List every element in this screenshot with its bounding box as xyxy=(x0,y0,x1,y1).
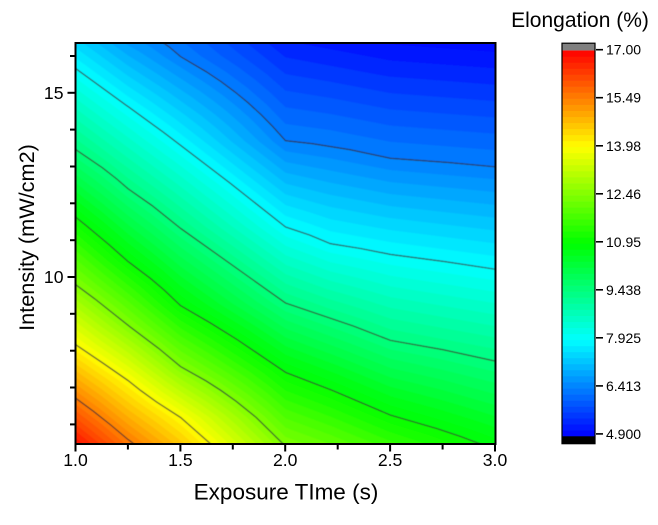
svg-text:15: 15 xyxy=(44,83,64,103)
svg-text:3.0: 3.0 xyxy=(483,450,508,470)
svg-text:Exposure TIme (s): Exposure TIme (s) xyxy=(194,480,379,505)
svg-text:Intensity (mW/cm2): Intensity (mW/cm2) xyxy=(14,144,39,331)
svg-text:10.95: 10.95 xyxy=(606,234,641,250)
svg-text:2.5: 2.5 xyxy=(378,450,403,470)
svg-text:1.5: 1.5 xyxy=(168,450,193,470)
svg-text:1.0: 1.0 xyxy=(63,450,88,470)
svg-text:10: 10 xyxy=(44,267,64,287)
svg-text:2.0: 2.0 xyxy=(273,450,298,470)
svg-text:17.00: 17.00 xyxy=(606,42,641,58)
svg-text:6.413: 6.413 xyxy=(606,378,641,394)
svg-text:12.46: 12.46 xyxy=(606,186,641,202)
svg-text:15.49: 15.49 xyxy=(606,90,641,106)
svg-text:13.98: 13.98 xyxy=(606,138,641,154)
svg-text:4.900: 4.900 xyxy=(606,426,641,442)
svg-text:Elongation (%): Elongation (%) xyxy=(511,9,649,32)
svg-text:7.925: 7.925 xyxy=(606,330,641,346)
svg-text:9.438: 9.438 xyxy=(606,282,641,298)
